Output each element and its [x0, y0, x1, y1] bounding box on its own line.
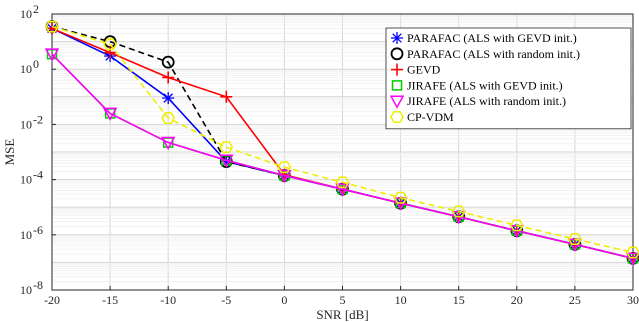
- legend-label: PARAFAC (ALS with random init.): [407, 47, 580, 61]
- legend-entry: PARAFAC (ALS with random init.): [390, 47, 580, 61]
- legend-label: JIRAFE (ALS with GEVD init.): [407, 78, 563, 92]
- legend-label: PARAFAC (ALS with GEVD init.): [407, 31, 577, 45]
- legend-entry: JIRAFE (ALS with random init.): [389, 94, 566, 109]
- legend-label: GEVD: [407, 63, 441, 77]
- y-axis-label: MSE: [2, 139, 17, 166]
- data-point: [277, 169, 292, 184]
- data-point: [335, 176, 350, 189]
- legend-marker: [389, 95, 405, 109]
- data-point: [44, 48, 60, 62]
- y-tick-exponent: 2: [33, 2, 39, 16]
- y-tick-exponent: 0: [33, 57, 39, 71]
- data-point: [219, 141, 234, 154]
- data-point: [335, 183, 350, 197]
- x-tick-label: -10: [160, 293, 176, 307]
- legend-entry: GEVD: [391, 63, 441, 77]
- data-point: [162, 71, 175, 84]
- legend-label: JIRAFE (ALS with random init.): [407, 94, 566, 108]
- data-point: [161, 112, 176, 124]
- series-line: [51, 53, 634, 260]
- data-point: [103, 38, 117, 51]
- x-tick-label: 10: [395, 293, 407, 307]
- data-point: [568, 233, 582, 246]
- y-tick-label: 10: [20, 228, 32, 242]
- x-axis-label: SNR [dB]: [316, 307, 368, 322]
- series-6: [45, 20, 639, 259]
- legend-entry: CP-VDM: [390, 110, 454, 124]
- series-layer: [44, 20, 639, 266]
- series-line: [51, 25, 634, 254]
- legend-marker: [391, 63, 403, 76]
- x-tick-label: 20: [511, 293, 523, 307]
- legend-box: [385, 27, 632, 130]
- legend-entry: JIRAFE (ALS with GEVD init.): [391, 78, 563, 92]
- y-tick-exponent: -6: [33, 223, 43, 237]
- data-point: [509, 219, 524, 232]
- legend-entry: PARAFAC (ALS with GEVD init.): [391, 31, 577, 45]
- y-tick-label: 10: [20, 62, 32, 76]
- x-tick-label: 5: [340, 293, 346, 307]
- y-tick-label: 10: [20, 7, 32, 21]
- y-tick-exponent: -4: [33, 168, 43, 182]
- legend-label: CP-VDM: [407, 110, 454, 124]
- data-point: [220, 90, 233, 103]
- data-point: [625, 252, 639, 266]
- data-point: [160, 136, 176, 151]
- data-point: [219, 154, 234, 168]
- x-tick-label: -5: [221, 293, 231, 307]
- data-point: [45, 20, 59, 33]
- x-tick-label: -15: [102, 293, 118, 307]
- data-point: [277, 161, 292, 174]
- data-point: [626, 246, 639, 259]
- x-tick-label: 15: [453, 293, 465, 307]
- x-tick-label: -20: [44, 293, 60, 307]
- data-point: [104, 46, 117, 59]
- y-tick-label: 10: [20, 283, 32, 297]
- data-point: [451, 205, 466, 218]
- y-tick-label: 10: [20, 173, 32, 187]
- legend-marker: [390, 47, 404, 61]
- y-tick-label: 10: [20, 117, 32, 131]
- x-tick-label: 30: [627, 293, 639, 307]
- legend-marker: [391, 80, 403, 91]
- y-tick-exponent: -8: [33, 278, 43, 292]
- data-point: [162, 92, 175, 105]
- legend: PARAFAC (ALS with GEVD init.) PARAFAC (AL…: [385, 27, 632, 130]
- legend-marker: [390, 111, 404, 123]
- data-point: [161, 55, 175, 69]
- x-tick-label: 25: [569, 293, 581, 307]
- data-point: [102, 107, 118, 121]
- data-point: [393, 191, 408, 204]
- legend-marker: [391, 32, 403, 44]
- y-tick-exponent: -2: [33, 112, 43, 126]
- x-tick-label: 0: [281, 293, 287, 307]
